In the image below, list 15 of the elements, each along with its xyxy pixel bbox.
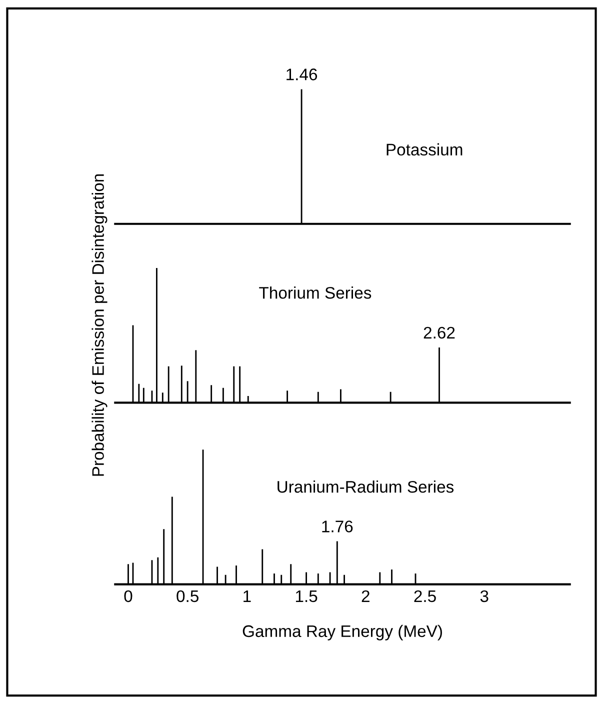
y-axis-title: Probability of Emission per Disintegration <box>92 174 108 476</box>
x-tick-label: 2.5 <box>414 590 436 602</box>
x-tick-label: 0.5 <box>176 590 198 602</box>
text: Potassium <box>386 143 462 156</box>
x-axis-title: Gamma Ray Energy (MeV) <box>242 624 442 640</box>
annotation: 2.62 <box>424 326 455 339</box>
x-tick-label: 3 <box>480 590 488 602</box>
text: Thorium Series <box>259 286 372 299</box>
x-tick-label: 2 <box>362 590 370 602</box>
x-tick-label: 0 <box>124 590 132 602</box>
annotation: 1.76 <box>322 520 353 532</box>
x-tick-label: 1 <box>244 590 251 602</box>
text: Uranium-Radium Series <box>278 480 454 493</box>
x-tick-label: 1.5 <box>296 590 318 602</box>
annotation: 1.46 <box>286 68 318 80</box>
